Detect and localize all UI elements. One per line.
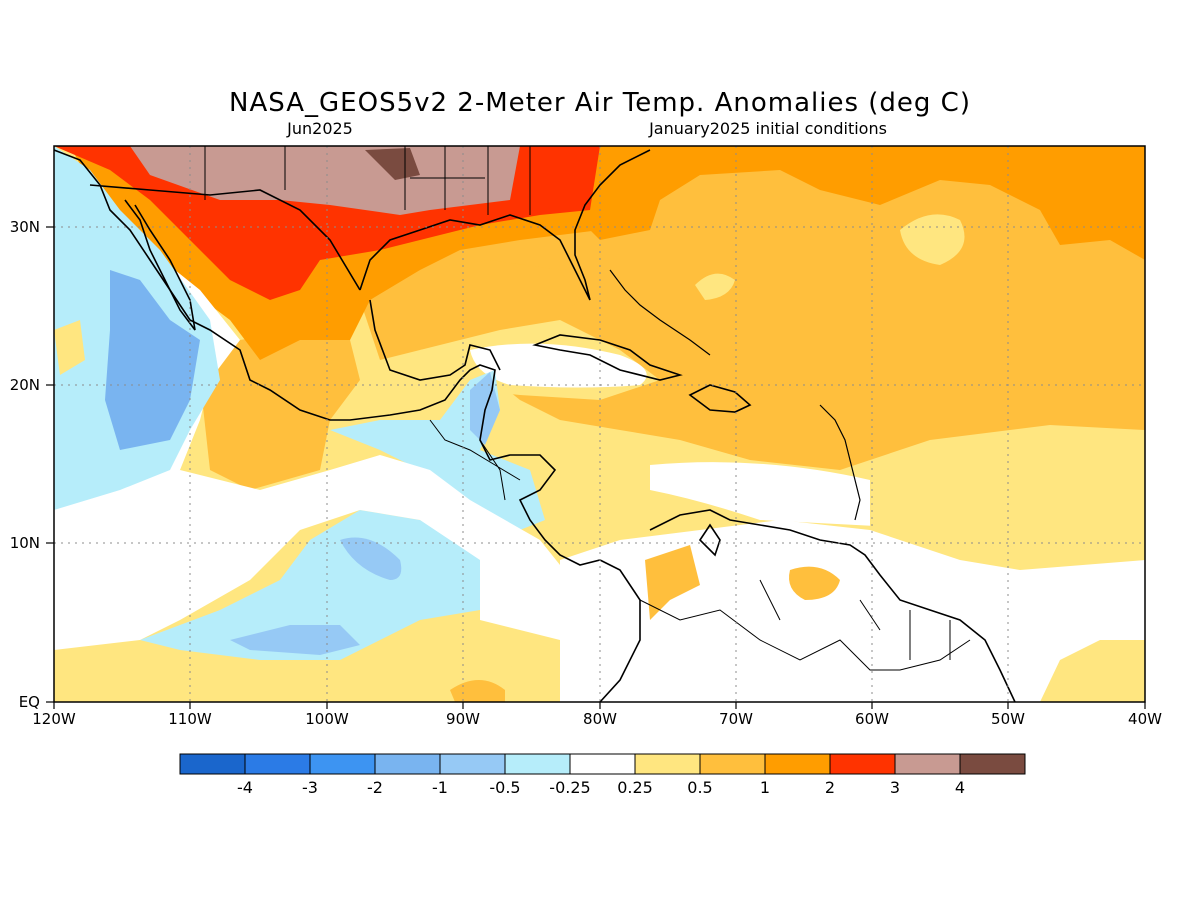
anomaly-region-pacific-blue-3 [340,537,402,580]
map-subtitle-init: January2025 initial conditions [648,119,887,138]
colorbar-swatch [569,753,636,775]
border-us-mexico [89,184,361,291]
anomaly-region-atlantic-white-band [650,462,870,530]
coastline-hispaniola [688,384,752,413]
lon-label: 60W [855,710,889,728]
coastline-bahamas [609,269,711,356]
anomaly-region-atlantic-2to3 [570,146,1145,260]
anomaly-region-pacific-yellow [54,320,85,375]
coastline-cuba [532,334,683,381]
coastline-north-america [54,149,641,702]
lat-label: 20N [10,376,40,394]
colorbar-tick-label: -0.25 [549,778,590,797]
coastline-south-america [649,509,1016,702]
longitude-axis: 120W 110W 100W 90W 80W 70W 60W 50W 40W [32,710,1162,728]
colorbar-tick-label: 0.5 [687,778,712,797]
coastline-lesser-antilles [819,404,861,521]
colorbar-swatch [829,753,896,775]
lat-label: 30N [10,218,40,236]
border-us-states [204,146,531,215]
border-central-america [429,419,521,501]
colorbar-swatch [894,753,961,775]
coastline-yucatan [369,299,501,381]
anomaly-field [54,146,1145,702]
colorbar-tick-label: 4 [955,778,965,797]
map-title: NASA_GEOS5v2 2-Meter Air Temp. Anomalies… [229,88,971,118]
map-subtitle-month: Jun2025 [286,119,353,138]
colorbar-swatch [309,753,376,775]
lon-label: 110W [168,710,212,728]
colorbar-legend: -4 -3 -2 -1 -0.5 -0.25 0.25 0.5 1 2 3 4 [179,753,1026,797]
colorbar-tick-label: 2 [825,778,835,797]
lon-label: 70W [719,710,753,728]
lon-label: 120W [32,710,76,728]
colorbar-swatch [959,753,1026,775]
colorbar-swatch [699,753,766,775]
lon-label: 80W [583,710,617,728]
colorbar-swatch [439,753,506,775]
anomaly-region-pacific-orange [450,680,505,702]
colorbar-tick-label: 0.25 [617,778,653,797]
anomaly-region-gulf [360,260,580,360]
lon-ticks [53,702,1146,709]
colorbar-tick-label: -0.5 [489,778,520,797]
lon-label: 90W [446,710,480,728]
lat-label: 10N [10,534,40,552]
anomaly-region-us-4plus [130,146,520,215]
lon-label: 50W [991,710,1025,728]
anomaly-region-mexico-1to2 [200,330,360,490]
colorbar-swatch [634,753,701,775]
anomaly-region-caribbean-white [470,343,647,388]
border-south-america [639,579,971,671]
anomaly-region-south-america-white [560,520,1145,702]
lon-label: 40W [1128,710,1162,728]
anomaly-region-pacific-lightblue-2 [140,510,480,660]
lat-ticks [46,226,54,703]
anomaly-region-venezuela-patch [789,566,840,600]
colorbar-swatch [764,753,831,775]
graticule [54,146,1145,702]
coastline-baja [124,199,196,331]
colorbar-tick-label: -4 [237,778,253,797]
latitude-axis: 30N 20N 10N EQ [10,218,40,711]
colorbar-tick-label: -2 [367,778,383,797]
lon-label: 100W [305,710,349,728]
colorbar-swatch [244,753,311,775]
colorbar-tick-label: -3 [302,778,318,797]
anomaly-region-east-pacific-white [54,455,580,650]
anomaly-region-colombia-patch [645,545,700,620]
anomaly-region-us-max [365,148,420,180]
colorbar-swatch [374,753,441,775]
coastline-gulf [359,149,651,301]
coastline-maracaibo [698,523,721,557]
colorbar-tick-label: -1 [432,778,448,797]
colorbar-swatch [179,753,246,775]
coastlines [54,146,1016,702]
colorbar-tick-label: 3 [890,778,900,797]
colorbar-tick-label: 1 [760,778,770,797]
anomaly-region-pacific-blue-2 [230,625,360,655]
anomaly-region-atlantic-patch2 [695,273,735,300]
lat-label: EQ [19,693,40,711]
anomaly-region-pacific-blue [105,270,200,450]
colorbar-swatch [504,753,571,775]
